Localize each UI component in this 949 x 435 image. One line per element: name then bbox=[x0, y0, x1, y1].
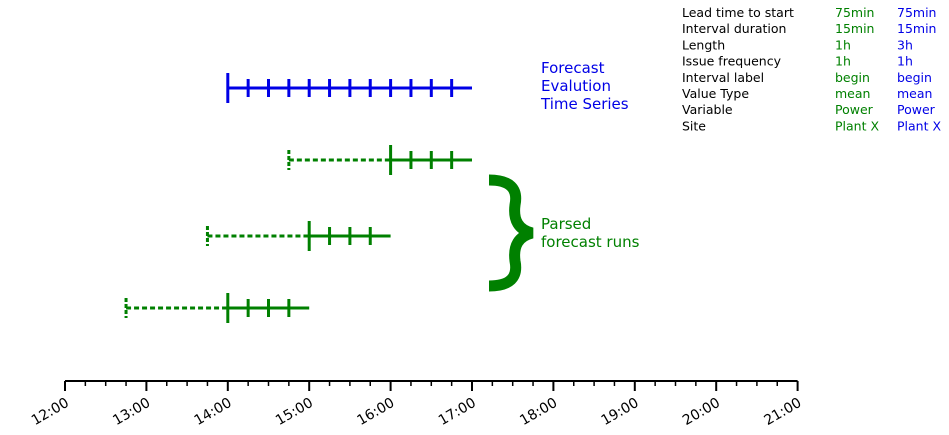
evaluation-time-series bbox=[226, 73, 472, 103]
table-forecast-value: begin bbox=[835, 70, 870, 85]
table-row-label: Variable bbox=[682, 102, 733, 117]
curly-brace bbox=[488, 174, 534, 292]
evaluation-label-line: Time Series bbox=[540, 95, 629, 113]
axis-tick-label: 13:00 bbox=[110, 395, 153, 429]
evaluation-label: Forecast Evalution Time Series bbox=[540, 59, 629, 113]
forecast-runs bbox=[124, 145, 472, 323]
table-row: Length 1h 3h bbox=[682, 37, 913, 52]
table-row: Issue frequency 1h 1h bbox=[682, 54, 913, 69]
table-forecast-value: Power bbox=[835, 102, 874, 117]
table-row: Interval label begin begin bbox=[682, 70, 932, 85]
table-evaluation-value: mean bbox=[897, 86, 932, 101]
axis-tick-label: 16:00 bbox=[354, 395, 397, 429]
forecast-runs-label-line: Parsed bbox=[541, 215, 591, 233]
table-row-label: Lead time to start bbox=[682, 5, 794, 20]
table-row-label: Site bbox=[682, 118, 706, 133]
table-evaluation-value: 15min bbox=[897, 21, 936, 36]
axis-tick-label: 18:00 bbox=[517, 395, 560, 429]
evaluation-label-line: Forecast bbox=[541, 59, 605, 77]
table-row-label: Value Type bbox=[682, 86, 749, 101]
axis-tick-label: 21:00 bbox=[761, 395, 804, 429]
table-forecast-value: 75min bbox=[835, 5, 874, 20]
table-row: Site Plant X Plant X bbox=[682, 118, 941, 133]
table-row: Value Type mean mean bbox=[682, 86, 932, 101]
table-row: Interval duration 15min 15min bbox=[682, 21, 936, 36]
table-forecast-value: 1h bbox=[835, 54, 851, 69]
table-evaluation-value: 1h bbox=[897, 54, 913, 69]
evaluation-label-line: Evalution bbox=[541, 77, 611, 95]
table-forecast-value: mean bbox=[835, 86, 870, 101]
table-evaluation-value: Power bbox=[897, 102, 936, 117]
table-row-label: Interval label bbox=[682, 70, 764, 85]
forecast-run bbox=[287, 145, 472, 175]
table-forecast-value: Plant X bbox=[835, 118, 879, 133]
axis-tick-label: 19:00 bbox=[599, 395, 642, 429]
table-evaluation-value: begin bbox=[897, 70, 932, 85]
axis-tick-label: 15:00 bbox=[273, 395, 316, 429]
table-evaluation-value: Plant X bbox=[897, 118, 941, 133]
axis-tick-label: 12:00 bbox=[29, 395, 72, 429]
forecast-run bbox=[205, 221, 391, 251]
axis-tick-label: 20:00 bbox=[680, 395, 723, 429]
forecast-runs-label-line: forecast runs bbox=[541, 233, 640, 251]
table-row: Variable Power Power bbox=[682, 102, 936, 117]
forecast-run bbox=[124, 293, 310, 323]
table-row-label: Interval duration bbox=[682, 21, 786, 36]
forecast-runs-label: Parsed forecast runs bbox=[541, 215, 640, 251]
table-forecast-value: 15min bbox=[835, 21, 874, 36]
table-row: Lead time to start 75min 75min bbox=[682, 5, 936, 20]
table-row-label: Length bbox=[682, 37, 725, 52]
table-row-label: Issue frequency bbox=[682, 54, 782, 69]
time-axis: 12:00 13:00 14:00 15:00 16:00 17:00 18:00 19:00… bbox=[29, 380, 804, 429]
axis-tick-label: 14:00 bbox=[192, 395, 235, 429]
axis-tick-label: 17:00 bbox=[436, 395, 479, 429]
table-evaluation-value: 75min bbox=[897, 5, 936, 20]
table-forecast-value: 1h bbox=[835, 37, 851, 52]
table-evaluation-value: 3h bbox=[897, 37, 913, 52]
